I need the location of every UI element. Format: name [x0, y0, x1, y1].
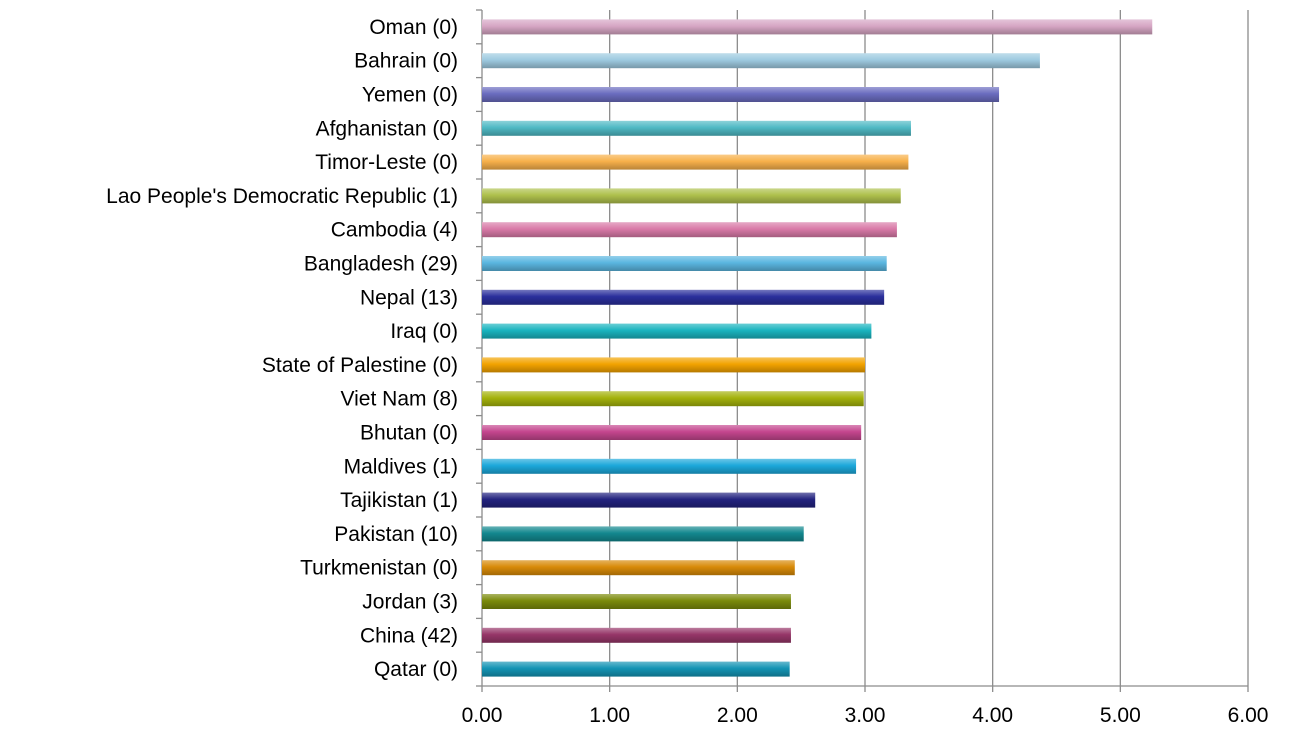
category-label: Bangladesh (29)	[304, 253, 458, 276]
gridlines	[609, 10, 1249, 686]
x-tick-label: 0.00	[462, 704, 503, 727]
bar-11	[482, 391, 864, 407]
bar-0	[482, 19, 1153, 35]
bar-17	[482, 594, 791, 609]
category-label: Timor-Leste (0)	[315, 151, 458, 174]
category-label: Yemen (0)	[362, 84, 458, 107]
x-tick-label: 5.00	[1100, 704, 1141, 727]
category-label: Cambodia (4)	[331, 219, 458, 242]
category-label: Pakistan (10)	[334, 523, 458, 546]
bar-16	[482, 560, 795, 576]
bar-13	[482, 458, 857, 474]
bar-14	[482, 492, 816, 508]
bar-3	[482, 120, 911, 136]
bar-8	[482, 289, 885, 305]
category-label: State of Palestine (0)	[262, 354, 458, 377]
x-tick-label: 1.00	[589, 704, 630, 727]
category-label: Lao People's Democratic Republic (1)	[106, 185, 458, 208]
category-label: Iraq (0)	[390, 320, 458, 343]
bar-1	[482, 53, 1040, 69]
x-tick-labels: 0.00 1.00 2.00 3.00 4.00 5.00 6.00	[462, 704, 1269, 727]
category-label: Maldives (1)	[344, 455, 458, 478]
bar-4	[482, 154, 909, 170]
bars	[482, 19, 1153, 677]
x-tick-label: 6.00	[1228, 704, 1269, 727]
category-label: Tajikistan (1)	[340, 489, 458, 512]
bar-9	[482, 323, 872, 339]
category-label: Nepal (13)	[360, 286, 458, 309]
x-tick-label: 2.00	[717, 704, 758, 727]
category-labels: Oman (0) Bahrain (0) Yemen (0) Afghanistan …	[106, 16, 458, 681]
bar-19	[482, 661, 790, 677]
bar-2	[482, 87, 1000, 102]
category-label: Afghanistan (0)	[316, 117, 458, 140]
category-label: Bahrain (0)	[354, 50, 458, 73]
category-label: Qatar (0)	[374, 658, 458, 681]
category-label: Bhutan (0)	[360, 422, 458, 445]
category-label: Oman (0)	[369, 16, 458, 39]
category-label: Jordan (3)	[362, 591, 458, 614]
bar-15	[482, 526, 804, 542]
bar-18	[482, 627, 791, 643]
category-label: Turkmenistan (0)	[300, 557, 458, 580]
bar-7	[482, 256, 887, 271]
bar-10	[482, 357, 865, 373]
x-tick-label: 3.00	[845, 704, 886, 727]
bar-12	[482, 425, 862, 440]
axes	[476, 9, 1249, 692]
bar-6	[482, 222, 897, 238]
category-label: Viet Nam (8)	[341, 388, 458, 411]
category-label: China (42)	[360, 624, 458, 647]
bar-5	[482, 188, 901, 204]
x-tick-label: 4.00	[972, 704, 1013, 727]
